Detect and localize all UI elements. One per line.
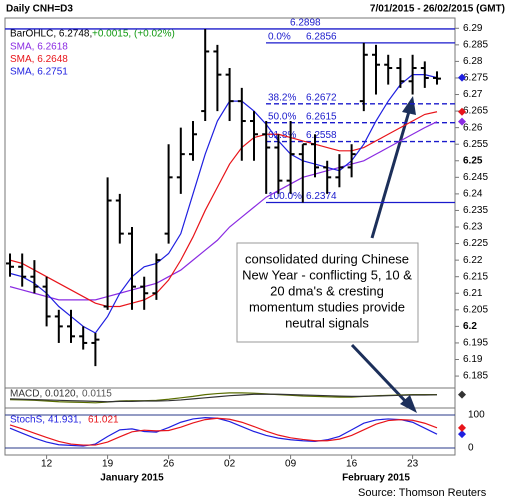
sma-line	[9, 121, 438, 301]
stoch-legend: StochS,	[10, 415, 45, 426]
annotation-line: neutral signals	[285, 315, 369, 330]
macd-signal-legend: 0.0115	[82, 389, 112, 400]
y-tick-label: 6.19	[463, 354, 483, 365]
fib-value: 6.2558	[306, 130, 337, 141]
legend-entry: SMA, 6.2618	[10, 42, 68, 53]
source: Source: Thomson Reuters	[358, 487, 487, 499]
y-tick-label: 6.265	[463, 106, 488, 117]
y-tick-label: 6.245	[463, 172, 488, 183]
y-tick-label: 6.2	[463, 321, 477, 332]
last-value-marker	[458, 107, 466, 116]
macd-line	[9, 393, 438, 403]
y-tick-label: 6.185	[463, 371, 488, 382]
month-label: January 2015	[100, 473, 164, 484]
y-tick-label: 6.205	[463, 304, 488, 315]
fib-label: 100.0%	[268, 191, 302, 202]
macd-legend: MACD, 0.0120,	[10, 389, 78, 400]
arrow-head	[402, 96, 416, 115]
legend-entry: SMA, 6.2751	[10, 67, 68, 78]
fib-label: 50.0%	[268, 111, 296, 122]
fib-value: 6.2898	[290, 18, 321, 29]
last-value-marker	[458, 117, 466, 126]
stoch-line	[9, 417, 438, 447]
bar-change: +0.0015, (+0.02%)	[92, 29, 175, 40]
y-tick-label: 6.21	[463, 288, 483, 299]
month-label: February 2015	[342, 473, 410, 484]
y-tick-label: 6.235	[463, 205, 488, 216]
fib-value: 6.2672	[306, 92, 337, 103]
last-value-marker	[458, 73, 466, 82]
stoch-k-legend: 41.931,	[48, 415, 81, 426]
annotation-box	[236, 96, 419, 413]
x-tick-label: 02	[224, 459, 236, 470]
x-tick-label: 23	[407, 459, 419, 470]
arrow	[350, 343, 410, 406]
x-tick-label: 16	[346, 459, 358, 470]
stoch-tick-label: 100	[468, 410, 485, 421]
fib-value: 6.2615	[306, 111, 337, 122]
stoch-d-legend: 61.021	[88, 415, 119, 426]
arrow-head	[400, 395, 417, 413]
arrow	[370, 107, 412, 239]
y-tick-label: 6.195	[463, 338, 488, 349]
y-tick-label: 6.215	[463, 271, 488, 282]
last-value-marker	[458, 423, 466, 432]
y-tick-label: 6.28	[463, 56, 483, 67]
annotation-line: momentum studies provide	[249, 299, 405, 314]
fib-label: 0.0%	[268, 31, 291, 42]
y-tick-label: 6.26	[463, 122, 483, 133]
x-tick-label: 26	[163, 459, 175, 470]
y-tick-label: 6.24	[463, 189, 483, 200]
sma-line	[9, 74, 438, 334]
y-tick-label: 6.255	[463, 139, 488, 150]
annotation-line: 20 dma's & cresting	[270, 283, 384, 298]
y-tick-label: 6.285	[463, 39, 488, 50]
bar-legend: BarOHLC, 6.2748,	[10, 29, 92, 40]
y-tick-label: 6.27	[463, 89, 483, 100]
stoch-line	[9, 417, 438, 446]
y-tick-label: 6.275	[463, 73, 488, 84]
x-tick-label: 12	[41, 459, 53, 470]
annotation-line: consolidated during Chinese	[245, 251, 409, 266]
x-tick-label: 19	[102, 459, 114, 470]
last-value-marker	[458, 390, 466, 399]
sma-line	[9, 111, 438, 308]
y-tick-label: 6.29	[463, 23, 483, 34]
stoch-tick-label: 0	[468, 443, 474, 454]
annotation-frame	[236, 242, 419, 343]
chart-title: Daily CNH=D3	[6, 4, 73, 15]
y-tick-label: 6.225	[463, 238, 488, 249]
y-tick-label: 6.25	[463, 155, 483, 166]
y-tick-label: 6.23	[463, 222, 483, 233]
fib-value: 6.2374	[306, 191, 337, 202]
date-range: 7/01/2015 - 26/02/2015 (GMT)	[370, 4, 505, 15]
fib-label: 38.2%	[268, 92, 296, 103]
last-value-marker	[458, 430, 466, 439]
fib-value: 6.2856	[306, 31, 337, 42]
annotation-line: New Year - conflicting 5, 10 &	[242, 267, 412, 282]
x-tick-label: 09	[285, 459, 297, 470]
y-tick-label: 6.22	[463, 255, 483, 266]
legend-entry: SMA, 6.2648	[10, 54, 68, 65]
